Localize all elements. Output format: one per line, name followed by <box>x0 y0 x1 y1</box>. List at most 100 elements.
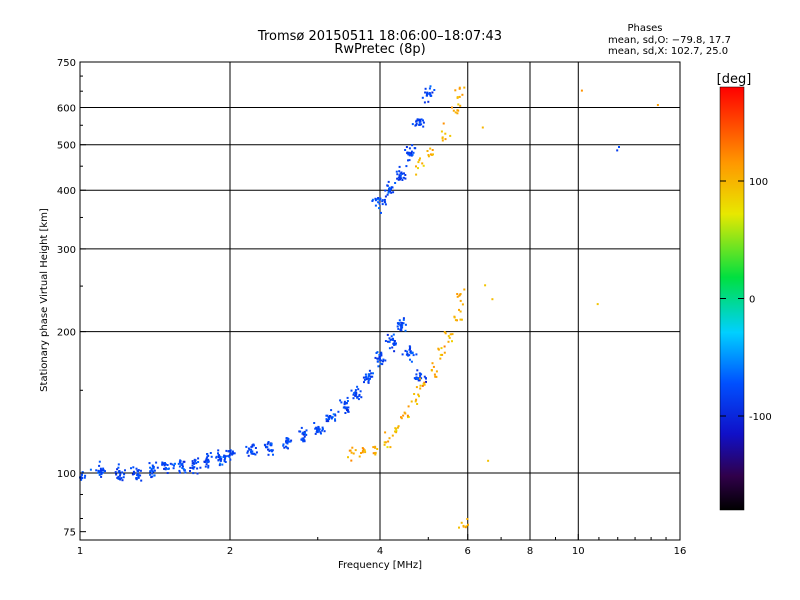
data-point <box>285 445 287 448</box>
data-point <box>228 456 231 458</box>
data-point <box>228 454 231 457</box>
data-point <box>397 327 400 330</box>
data-point <box>404 323 407 326</box>
data-point <box>383 198 386 201</box>
data-point <box>206 453 209 456</box>
data-point <box>411 123 414 126</box>
data-point <box>376 351 379 354</box>
data-point <box>119 473 122 476</box>
data-point <box>440 130 443 133</box>
data-point <box>439 357 442 360</box>
data-point <box>359 390 362 393</box>
data-point <box>180 463 183 466</box>
data-point <box>456 96 459 99</box>
data-point <box>193 462 196 465</box>
data-point <box>286 446 289 449</box>
data-point <box>139 469 142 472</box>
legend-line-x: mean, sd,X: 102.7, 25.0 <box>608 46 728 57</box>
data-point <box>399 174 402 177</box>
data-point <box>400 329 403 332</box>
data-point <box>430 369 433 371</box>
data-point <box>398 319 401 322</box>
data-point <box>163 467 166 470</box>
data-point <box>397 178 400 181</box>
data-point <box>271 449 274 452</box>
data-point <box>462 524 465 527</box>
data-point <box>417 161 420 164</box>
data-point <box>121 471 124 474</box>
data-point <box>380 359 382 362</box>
data-point <box>388 437 391 440</box>
data-point <box>372 372 374 375</box>
data-point <box>183 460 186 463</box>
data-point <box>285 437 288 440</box>
data-point <box>429 147 432 150</box>
data-point <box>392 333 395 336</box>
data-point <box>302 433 305 436</box>
data-point <box>267 453 270 456</box>
data-point <box>418 121 421 124</box>
x-axis: 1 2 4 6 8 10 16 <box>77 534 686 557</box>
data-point <box>368 369 371 372</box>
data-point <box>618 146 620 148</box>
data-point <box>426 91 429 94</box>
legend-title: Phases <box>627 23 662 34</box>
data-point <box>447 335 450 338</box>
data-point <box>396 426 399 429</box>
data-point <box>155 461 158 464</box>
data-point <box>387 180 390 183</box>
x-tick-label: 10 <box>572 546 585 557</box>
data-point <box>423 381 426 384</box>
data-point <box>218 464 221 467</box>
data-point <box>457 103 460 106</box>
data-point <box>439 353 442 356</box>
data-point <box>361 447 364 449</box>
data-point <box>425 377 427 380</box>
data-point <box>270 449 273 452</box>
data-point <box>326 418 329 421</box>
data-point <box>254 447 257 449</box>
data-point <box>224 455 227 458</box>
data-point <box>305 433 308 436</box>
data-point <box>459 310 462 313</box>
data-point <box>387 191 390 194</box>
data-point <box>418 395 420 398</box>
data-point <box>207 454 210 457</box>
data-point <box>419 123 422 126</box>
data-point <box>390 338 393 341</box>
data-point <box>380 211 382 214</box>
data-point <box>345 407 348 410</box>
data-point <box>104 470 106 473</box>
data-point <box>131 473 134 476</box>
data-point <box>412 354 415 357</box>
data-point <box>357 398 360 401</box>
data-point <box>396 322 399 325</box>
data-point <box>136 474 139 477</box>
data-point <box>367 381 370 384</box>
data-point <box>181 465 184 468</box>
data-point <box>430 94 433 97</box>
data-point <box>330 416 333 419</box>
data-point <box>347 406 350 409</box>
data-point <box>466 518 469 520</box>
data-point <box>321 426 324 429</box>
data-point <box>378 358 381 361</box>
data-point <box>327 416 330 419</box>
data-point <box>329 415 331 417</box>
data-point <box>444 138 447 141</box>
data-point <box>178 469 181 472</box>
data-point <box>370 372 373 375</box>
data-point <box>418 372 421 375</box>
data-point <box>401 353 404 356</box>
data-point <box>367 379 370 382</box>
data-point <box>415 373 418 376</box>
colorbar-tick-label: 0 <box>749 295 755 306</box>
data-point <box>356 385 359 388</box>
data-point <box>149 466 152 469</box>
data-point <box>456 112 459 115</box>
data-point <box>174 462 176 465</box>
data-point <box>406 352 409 355</box>
data-point <box>395 429 398 432</box>
data-point <box>231 450 234 453</box>
data-point <box>360 452 362 454</box>
